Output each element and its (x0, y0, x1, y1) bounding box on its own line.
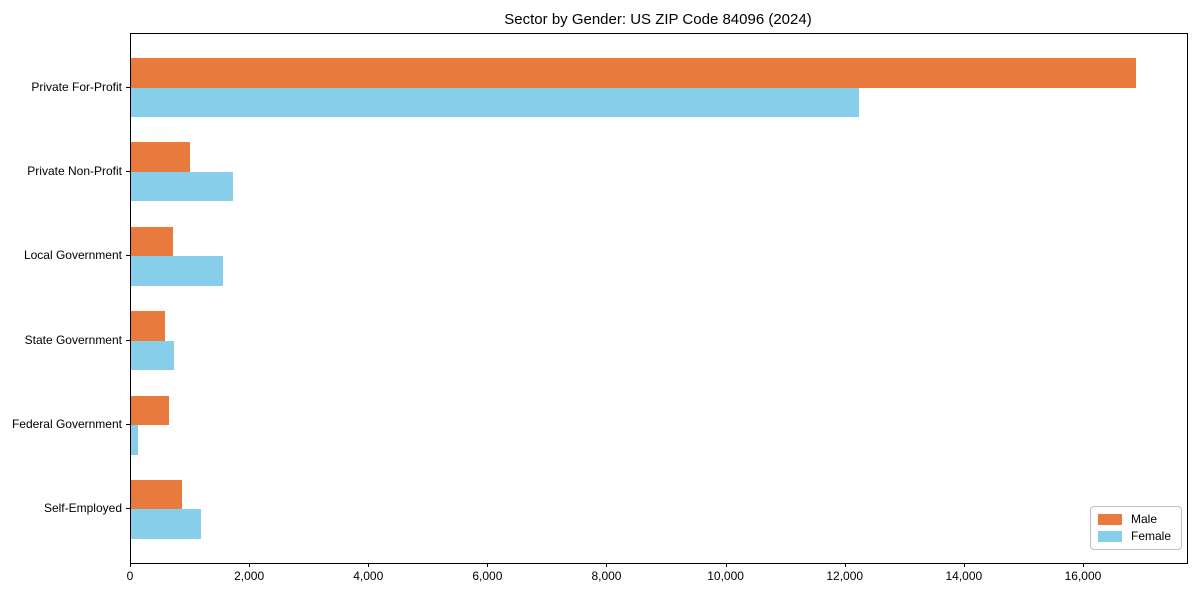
bar-male-federal-government (131, 395, 170, 426)
x-tick-mark (1082, 563, 1084, 567)
x-tick-mark (606, 563, 608, 567)
bar-male-self-employed (131, 479, 183, 510)
x-tick-label-2000: 2,000 (234, 569, 265, 583)
y-tick-mark (126, 424, 130, 426)
female-series-swatch (1098, 531, 1122, 542)
x-tick-mark (725, 563, 727, 567)
bar-female-private-for-profit (131, 87, 859, 118)
chart-title: Sector by Gender: US ZIP Code 84096 (202… (504, 11, 812, 28)
bar-male-state-government (131, 311, 165, 341)
bar-female-local-government (131, 256, 223, 286)
bar-male-private-for-profit (131, 58, 1136, 88)
y-tick-mark (126, 86, 130, 88)
legend-item-female: Female (1098, 530, 1173, 543)
x-tick-mark (249, 563, 251, 567)
y-tick-mark (126, 339, 130, 341)
y-tick-mark (126, 170, 130, 172)
y-tick-label-local-government: Local Government (23, 248, 122, 263)
bar-female-self-employed (131, 509, 202, 539)
y-tick-label-state-government: State Government (24, 332, 122, 347)
x-tick-label-16000: 16,000 (1064, 569, 1102, 583)
bar-male-private-non-profit (131, 142, 190, 172)
y-tick-label-self-employed: Self-Employed (43, 501, 122, 516)
x-tick-label-6000: 6,000 (472, 569, 503, 583)
x-tick-mark (368, 563, 370, 567)
x-tick-label-4000: 4,000 (353, 569, 384, 583)
x-tick-label-8000: 8,000 (591, 569, 622, 583)
legend: Male Female (1090, 506, 1182, 550)
y-tick-label-private-non-profit: Private Non-Profit (27, 163, 122, 178)
legend-label-male: Male (1131, 512, 1158, 526)
male-series-swatch (1098, 514, 1122, 525)
y-tick-mark (126, 508, 130, 510)
legend-label-female: Female (1131, 529, 1172, 543)
x-tick-mark (844, 563, 846, 567)
bar-male-local-government (131, 226, 174, 257)
bar-female-federal-government (131, 425, 139, 455)
x-tick-label-14000: 14,000 (945, 569, 983, 583)
plot-area (130, 33, 1188, 564)
x-tick-mark (963, 563, 965, 567)
legend-item-male: Male (1098, 513, 1173, 526)
x-tick-label-0: 0 (126, 569, 134, 583)
bar-female-private-non-profit (131, 171, 233, 202)
x-tick-mark (130, 563, 131, 567)
y-tick-mark (126, 255, 130, 257)
x-tick-label-12000: 12,000 (826, 569, 864, 583)
y-tick-label-private-for-profit: Private For-Profit (31, 79, 122, 94)
y-tick-label-federal-government: Federal Government (11, 417, 122, 432)
x-tick-label-10000: 10,000 (707, 569, 744, 583)
bar-female-state-government (131, 340, 174, 371)
x-tick-mark (487, 563, 489, 567)
